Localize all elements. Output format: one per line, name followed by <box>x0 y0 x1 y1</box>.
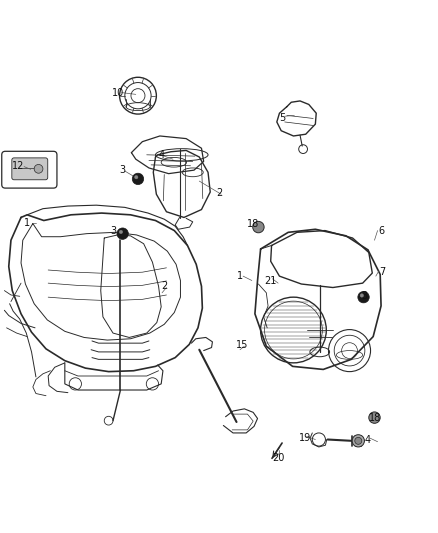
Circle shape <box>358 292 369 303</box>
Text: 6: 6 <box>378 227 384 237</box>
Circle shape <box>360 294 364 297</box>
Circle shape <box>253 221 264 233</box>
Text: 15: 15 <box>236 341 248 350</box>
Text: 3: 3 <box>110 227 116 237</box>
Text: 2: 2 <box>216 188 222 198</box>
Text: 3: 3 <box>120 165 126 175</box>
Text: 20: 20 <box>272 454 284 463</box>
Text: 10: 10 <box>112 87 124 98</box>
Circle shape <box>117 228 128 239</box>
FancyBboxPatch shape <box>12 158 48 180</box>
Circle shape <box>34 165 43 173</box>
Text: 5: 5 <box>279 112 286 123</box>
Text: 21: 21 <box>264 276 276 286</box>
Circle shape <box>119 230 123 233</box>
Circle shape <box>355 437 362 445</box>
Text: 1: 1 <box>24 217 30 228</box>
Circle shape <box>369 412 380 423</box>
Circle shape <box>132 173 144 184</box>
Text: 4: 4 <box>159 150 165 160</box>
Text: 12: 12 <box>12 161 25 171</box>
Circle shape <box>352 435 364 447</box>
Text: 3: 3 <box>361 291 367 301</box>
Text: 2: 2 <box>161 281 167 291</box>
Text: 18: 18 <box>247 219 259 229</box>
Text: 1: 1 <box>237 271 243 281</box>
Text: 18: 18 <box>369 413 381 423</box>
Circle shape <box>134 175 138 179</box>
Text: 4: 4 <box>365 434 371 445</box>
Text: 19: 19 <box>299 433 311 443</box>
Text: 7: 7 <box>379 266 385 277</box>
